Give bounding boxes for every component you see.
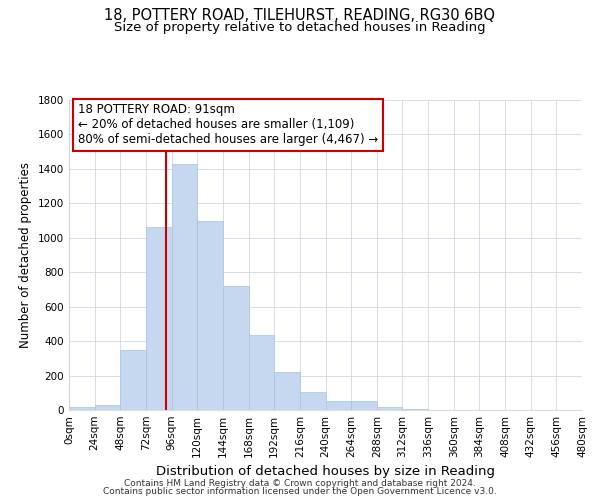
Bar [300, 392, 325, 410]
Bar [325, 400, 351, 410]
Bar [172, 164, 197, 410]
Bar [248, 335, 274, 410]
Text: 18 POTTERY ROAD: 91sqm
← 20% of detached houses are smaller (1,109)
80% of semi-: 18 POTTERY ROAD: 91sqm ← 20% of detached… [77, 104, 378, 146]
Bar [146, 228, 172, 410]
Bar [377, 407, 403, 410]
Bar [351, 402, 377, 410]
Y-axis label: Number of detached properties: Number of detached properties [19, 162, 32, 348]
Bar [95, 405, 121, 410]
Text: Contains public sector information licensed under the Open Government Licence v3: Contains public sector information licen… [103, 487, 497, 496]
Text: 18, POTTERY ROAD, TILEHURST, READING, RG30 6BQ: 18, POTTERY ROAD, TILEHURST, READING, RG… [104, 8, 496, 22]
Bar [197, 220, 223, 410]
X-axis label: Distribution of detached houses by size in Reading: Distribution of detached houses by size … [156, 466, 495, 478]
Bar [403, 409, 428, 410]
Bar [121, 350, 146, 410]
Bar [223, 286, 248, 410]
Text: Size of property relative to detached houses in Reading: Size of property relative to detached ho… [114, 21, 486, 34]
Bar [69, 408, 95, 410]
Bar [274, 372, 300, 410]
Text: Contains HM Land Registry data © Crown copyright and database right 2024.: Contains HM Land Registry data © Crown c… [124, 478, 476, 488]
